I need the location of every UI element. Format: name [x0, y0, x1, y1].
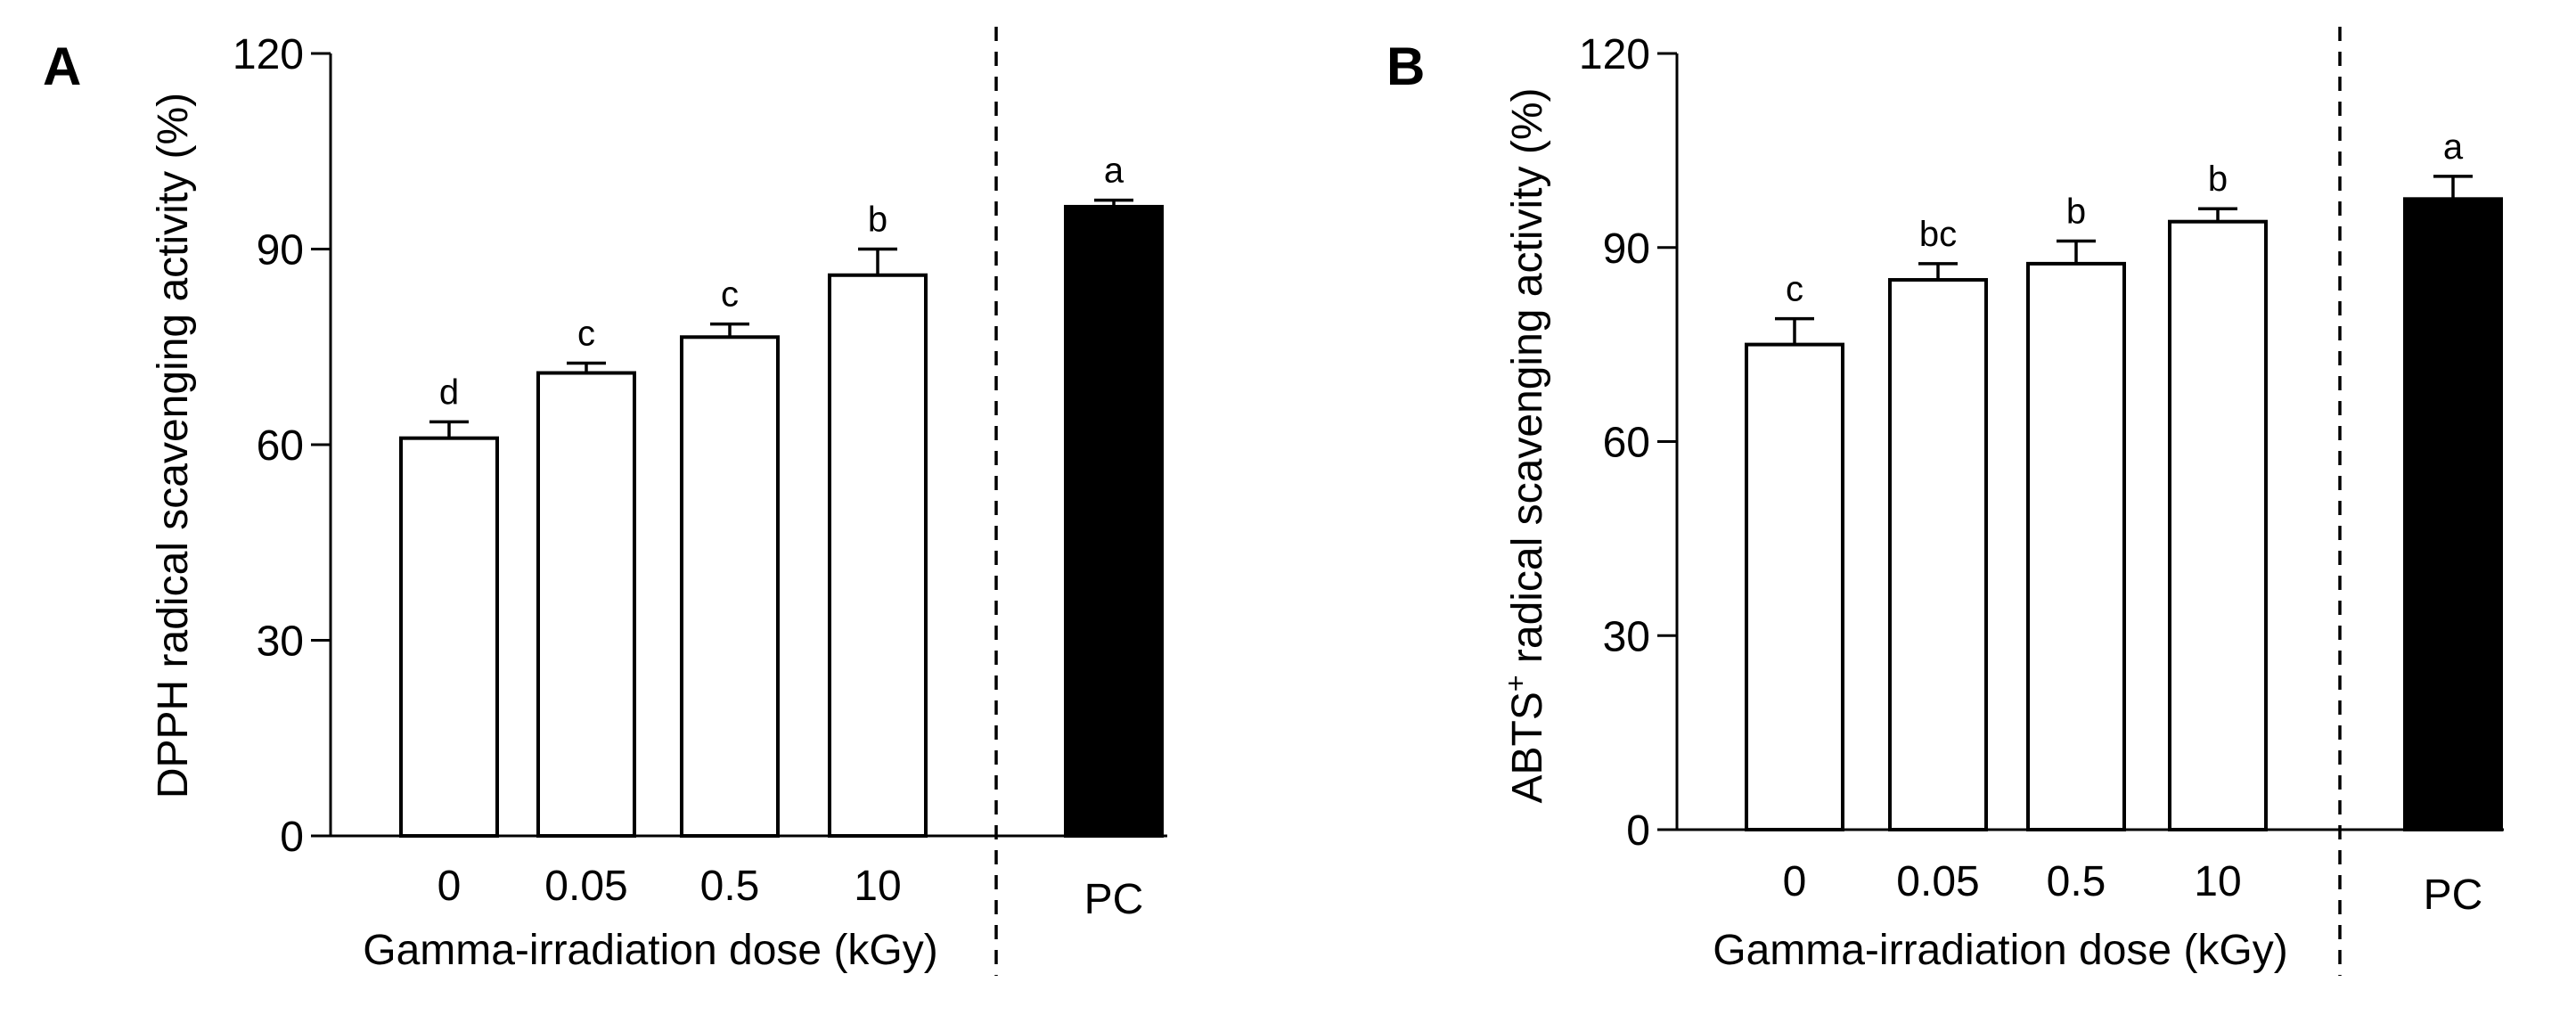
significance-letter: c [1786, 270, 1803, 309]
y-tick-label: 0 [1626, 807, 1650, 855]
y-axis-title-main: ABTS [1504, 692, 1551, 803]
significance-letter: b [2208, 160, 2228, 199]
significance-letter: a [1104, 151, 1124, 191]
x-tick-label: PC [2424, 872, 2483, 919]
bar-10 [828, 273, 928, 838]
y-tick-label: 120 [1579, 31, 1650, 78]
x-axis-title: Gamma-irradiation dose (kGy) [363, 927, 938, 974]
bar-PC [1064, 204, 1164, 839]
bar-0.05 [1888, 278, 1988, 831]
y-tick-label: 90 [1603, 225, 1650, 273]
panel-label: A [43, 37, 81, 96]
bar-0 [1745, 342, 1844, 831]
chart-panel-b: B 0 30 60 90 120 ABTS+ radical scavenging acti… [1386, 27, 2504, 976]
significance-letter: b [2066, 192, 2086, 231]
significance-letter: b [868, 201, 887, 240]
y-tick-label: 90 [257, 227, 304, 274]
x-tick-label: 0.5 [2047, 858, 2106, 905]
x-tick-label: 0.05 [544, 863, 627, 910]
y-axis-title-rest: radical scavenging activity (%) [1504, 88, 1551, 675]
significance-letter: c [721, 275, 739, 315]
bar-PC [2403, 197, 2503, 831]
panel-label: B [1386, 37, 1425, 96]
bar-0 [399, 436, 499, 838]
bar-0.05 [536, 371, 636, 838]
x-tick-label: 10 [2194, 858, 2241, 905]
y-axis-title-main: DPPH radical scavenging activity (%) [150, 93, 197, 798]
x-axis-title: Gamma-irradiation dose (kGy) [1713, 927, 2288, 974]
y-tick-label: 120 [233, 31, 304, 78]
bar-0.5 [680, 335, 780, 838]
x-tick-label: 10 [854, 863, 901, 910]
x-tick-label: 0 [1783, 858, 1807, 905]
x-tick-label: 0 [438, 863, 462, 910]
significance-letter: c [577, 315, 595, 354]
bar-0.5 [2026, 261, 2126, 832]
y-tick-label: 30 [1603, 613, 1650, 660]
chart-panel-a: A 0 30 60 90 120 DPPH radical scavenging activ… [43, 27, 1167, 976]
y-axis-title: DPPH radical scavenging activity (%) [150, 93, 197, 798]
x-tick-label: 0.5 [700, 863, 760, 910]
y-tick-label: 30 [257, 618, 304, 666]
x-tick-label: PC [1084, 876, 1144, 923]
significance-letter: a [2443, 127, 2464, 167]
significance-letter: d [439, 372, 459, 412]
y-tick-label: 60 [1603, 420, 1650, 467]
y-tick-label: 0 [280, 814, 304, 861]
x-tick-label: 0.05 [1896, 858, 1979, 905]
y-axis-title-superscript: + [1500, 675, 1532, 692]
y-tick-label: 60 [257, 422, 304, 470]
y-axis-title: ABTS+ radical scavenging activity (%) [1500, 88, 1551, 804]
bar-10 [2168, 219, 2268, 831]
significance-letter: bc [1919, 215, 1957, 254]
